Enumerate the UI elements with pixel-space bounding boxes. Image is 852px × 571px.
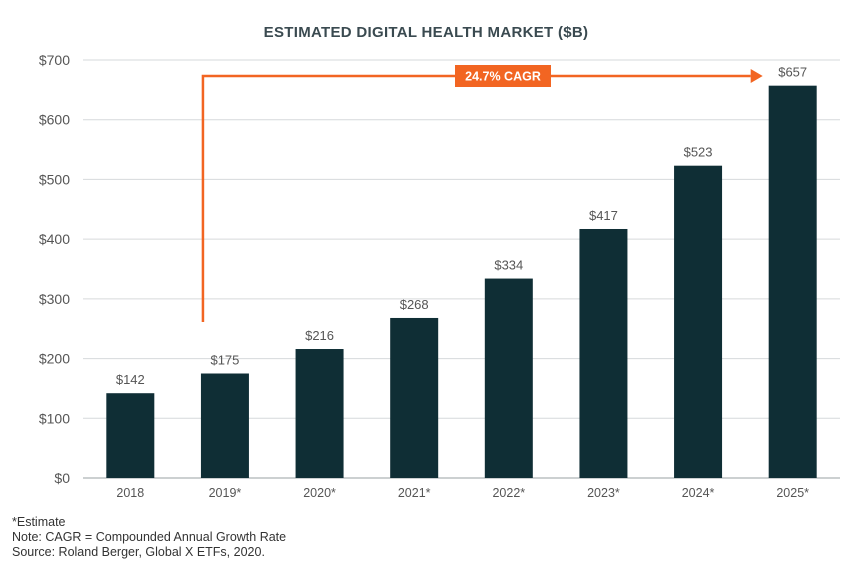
data-label: $268 [400,297,429,312]
bar [295,349,344,478]
bar [484,278,533,478]
data-label: $523 [684,145,713,160]
x-tick-label: 2022* [492,486,525,500]
x-tick-label: 2021* [398,486,431,500]
data-label: $334 [494,258,523,273]
x-tick-label: 2018 [116,486,144,500]
cagr-label-box [455,65,551,87]
x-tick-label: 2020* [303,486,336,500]
bar [106,393,155,478]
bar [390,317,439,478]
footnote-note: Note: CAGR = Compounded Annual Growth Ra… [12,530,287,544]
chart-title: ESTIMATED DIGITAL HEALTH MARKET ($B) [263,24,589,41]
data-label: $142 [116,372,145,387]
x-tick-label: 2023* [587,486,620,500]
bar [674,165,723,479]
cagr-arrow-head [750,69,763,83]
y-tick-label: $500 [39,171,70,187]
x-tick-label: 2024* [682,486,715,500]
data-label: $175 [210,353,239,368]
footnote-source: Source: Roland Berger, Global X ETFs, 20… [12,545,265,559]
data-label: $216 [305,328,334,343]
y-tick-label: $100 [39,410,70,426]
footnote-estimate: *Estimate [12,515,66,529]
footnotes: *Estimate Note: CAGR = Compounded Annual… [12,515,286,560]
cagr-label: 24.7% CAGR [465,70,541,84]
y-tick-label: $400 [39,231,70,247]
y-tick-label: $700 [39,52,70,68]
data-label: $417 [589,208,618,223]
cagr-arrow-line [201,74,751,322]
y-tick-label: $0 [54,470,70,486]
y-tick-label: $200 [39,351,70,367]
x-tick-label: 2019* [209,486,242,500]
bar-chart: $0 $100 $200 $300 $400 $500 $600 $700 $142 2018 $1… [39,52,840,500]
data-label: $657 [778,65,807,80]
y-tick-label: $600 [39,112,70,128]
x-tick-label: 2025* [776,486,809,500]
bar [200,373,249,478]
y-tick-label: $300 [39,291,70,307]
bar [768,85,817,479]
bar [579,228,628,478]
